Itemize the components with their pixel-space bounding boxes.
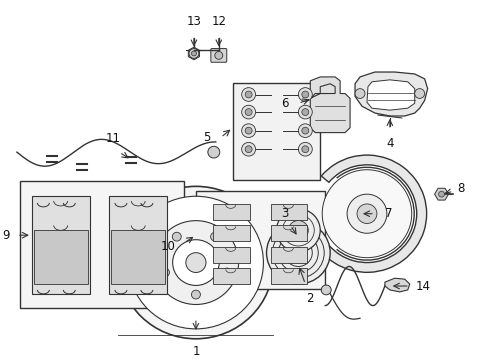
Circle shape (128, 196, 263, 329)
FancyBboxPatch shape (212, 204, 249, 220)
Circle shape (301, 127, 308, 134)
Wedge shape (321, 155, 426, 272)
Circle shape (244, 91, 252, 98)
Circle shape (298, 105, 312, 119)
Circle shape (356, 204, 376, 224)
Circle shape (301, 91, 308, 98)
Circle shape (293, 225, 303, 235)
Circle shape (160, 268, 169, 277)
Circle shape (244, 109, 252, 116)
Circle shape (298, 88, 312, 102)
Text: 2: 2 (306, 292, 313, 305)
Circle shape (290, 245, 305, 261)
FancyBboxPatch shape (32, 196, 89, 294)
FancyBboxPatch shape (232, 83, 320, 180)
Circle shape (191, 290, 200, 299)
Polygon shape (310, 77, 349, 132)
Circle shape (210, 232, 219, 241)
Circle shape (241, 105, 255, 119)
Circle shape (298, 124, 312, 138)
Circle shape (322, 170, 411, 258)
Text: 8: 8 (457, 182, 464, 195)
Circle shape (185, 253, 205, 273)
Text: 10: 10 (161, 240, 176, 253)
Polygon shape (354, 72, 427, 116)
Text: 6: 6 (280, 97, 288, 110)
FancyBboxPatch shape (109, 196, 167, 294)
Circle shape (172, 232, 181, 241)
Text: 14: 14 (415, 279, 430, 293)
Circle shape (301, 146, 308, 153)
FancyBboxPatch shape (212, 247, 249, 262)
FancyBboxPatch shape (270, 269, 306, 284)
Circle shape (276, 209, 320, 252)
Circle shape (214, 51, 223, 59)
Circle shape (191, 51, 196, 56)
Circle shape (288, 221, 307, 240)
Text: 12: 12 (211, 15, 226, 28)
Text: 4: 4 (386, 138, 393, 150)
Circle shape (266, 221, 329, 284)
Circle shape (244, 127, 252, 134)
FancyBboxPatch shape (270, 204, 306, 220)
Text: 5: 5 (203, 131, 210, 144)
Circle shape (244, 146, 252, 153)
Text: 1: 1 (192, 345, 199, 357)
Circle shape (207, 146, 219, 158)
Text: 3: 3 (280, 207, 287, 220)
Circle shape (241, 143, 255, 156)
Circle shape (346, 194, 386, 233)
Circle shape (298, 143, 312, 156)
Circle shape (118, 186, 273, 339)
Polygon shape (366, 80, 414, 110)
Circle shape (222, 268, 231, 277)
FancyBboxPatch shape (270, 247, 306, 262)
Text: 13: 13 (186, 15, 201, 28)
Circle shape (241, 124, 255, 138)
Text: 7: 7 (384, 207, 391, 220)
Circle shape (438, 191, 444, 197)
Circle shape (172, 240, 219, 285)
FancyBboxPatch shape (111, 230, 165, 284)
Circle shape (354, 89, 364, 98)
Circle shape (301, 109, 308, 116)
FancyBboxPatch shape (212, 269, 249, 284)
Polygon shape (384, 278, 409, 292)
FancyBboxPatch shape (210, 49, 226, 62)
Text: 11: 11 (106, 132, 121, 145)
FancyBboxPatch shape (196, 191, 325, 289)
Circle shape (241, 88, 255, 102)
Circle shape (321, 285, 330, 295)
FancyBboxPatch shape (212, 225, 249, 241)
FancyBboxPatch shape (34, 230, 87, 284)
FancyBboxPatch shape (20, 181, 183, 309)
Circle shape (153, 221, 238, 305)
Circle shape (188, 49, 199, 58)
FancyBboxPatch shape (270, 225, 306, 241)
Text: 9: 9 (2, 229, 10, 242)
Circle shape (414, 89, 424, 98)
